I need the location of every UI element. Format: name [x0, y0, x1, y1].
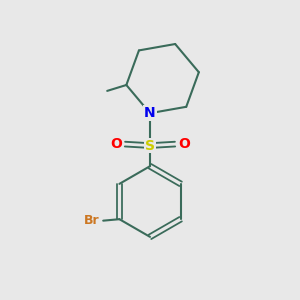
Text: O: O — [178, 137, 190, 151]
Text: S: S — [145, 139, 155, 153]
Text: Br: Br — [84, 214, 100, 227]
Text: O: O — [110, 137, 122, 151]
Text: N: N — [144, 106, 156, 120]
